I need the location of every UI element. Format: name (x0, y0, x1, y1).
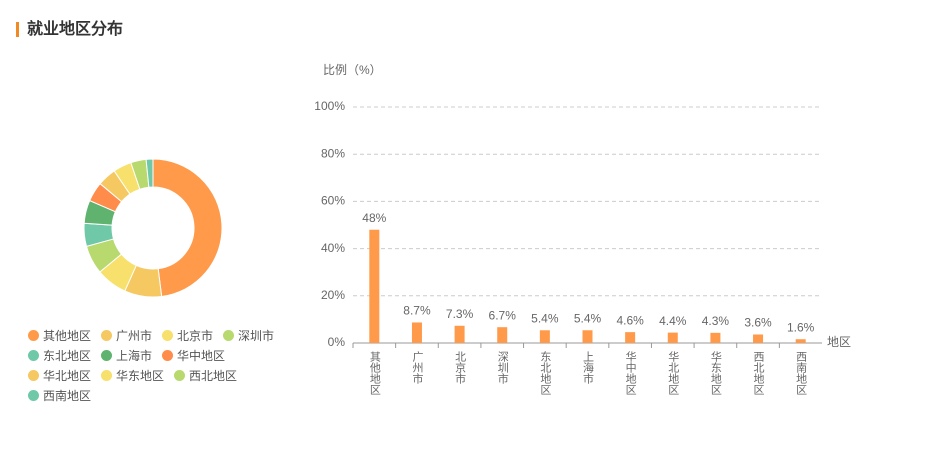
value-label: 5.4% (574, 311, 602, 325)
legend-label: 华北地区 (43, 368, 92, 383)
legend-swatch (28, 349, 39, 361)
legend-item: 西南地区 (28, 385, 91, 405)
bar (625, 332, 636, 343)
bar (454, 325, 465, 343)
legend-item: 华东地区 (101, 365, 164, 385)
value-label: 4.4% (659, 314, 687, 328)
y-tick-label: 40% (321, 241, 345, 255)
legend: 其他地区 广州市 北京市 深圳市东北地区 上海市 华中地区华北地区 华东地区 西北地区西南地区 (28, 325, 298, 405)
bar (710, 332, 721, 343)
legend-swatch (162, 349, 174, 361)
y-tick-label: 20% (321, 288, 345, 302)
legend-item: 广州市 (101, 325, 152, 345)
value-label: 8.7% (403, 304, 431, 318)
legend-label: 东北地区 (43, 348, 92, 363)
bar (582, 330, 593, 343)
x-tick-label: 北京市 (454, 351, 467, 385)
legend-swatch (28, 369, 39, 381)
legend-label: 华东地区 (116, 368, 165, 383)
legend-swatch (28, 329, 39, 341)
x-tick-label: 华东地区 (709, 350, 722, 395)
value-label: 1.6% (787, 320, 815, 334)
value-label: 7.3% (446, 307, 474, 321)
legend-item: 西北地区 (174, 365, 237, 385)
donut-slice (152, 158, 223, 298)
y-axis-label: 比例（%） (323, 63, 382, 77)
value-label: 4.3% (702, 314, 730, 328)
x-tick-label: 上海市 (582, 351, 595, 385)
legend-label: 上海市 (116, 348, 153, 363)
bar (795, 339, 806, 343)
legend-swatch (174, 369, 186, 381)
legend-item: 其他地区 (28, 325, 91, 345)
legend-swatch (101, 329, 113, 341)
y-tick-label: 100% (314, 99, 345, 113)
x-tick-label: 西北地区 (752, 351, 765, 395)
legend-swatch (223, 329, 235, 341)
legend-label: 深圳市 (238, 328, 275, 343)
bar (497, 327, 508, 343)
legend-item: 上海市 (101, 345, 152, 365)
legend-item: 深圳市 (223, 325, 274, 345)
legend-label: 北京市 (177, 328, 214, 343)
legend-label: 西南地区 (43, 388, 92, 403)
bar (539, 330, 550, 343)
x-tick-label: 深圳市 (496, 351, 509, 385)
x-tick-label: 其他地区 (368, 351, 381, 395)
legend-swatch (101, 369, 113, 381)
legend-label: 华中地区 (177, 348, 226, 363)
bar (369, 229, 380, 343)
bar (411, 322, 422, 343)
x-axis-label: 地区 (827, 335, 851, 349)
legend-item: 华中地区 (162, 345, 225, 365)
bar (753, 334, 764, 343)
x-tick-label: 华北地区 (667, 350, 680, 395)
legend-swatch (162, 329, 174, 341)
legend-item: 东北地区 (28, 345, 91, 365)
legend-label: 其他地区 (43, 328, 92, 343)
value-label: 48% (362, 211, 386, 225)
legend-label: 西北地区 (189, 368, 238, 383)
legend-swatch (101, 349, 113, 361)
donut-slice (145, 158, 154, 188)
page-title: 就业地区分布 (27, 19, 123, 38)
y-tick-label: 0% (328, 335, 346, 349)
y-tick-label: 80% (321, 146, 345, 160)
x-tick-label: 东北地区 (539, 351, 552, 395)
title-accent (16, 22, 19, 37)
x-tick-label: 广州市 (411, 351, 424, 385)
x-tick-label: 西南地区 (795, 351, 808, 395)
value-label: 4.6% (616, 313, 644, 327)
x-tick-label: 华中地区 (624, 350, 637, 395)
legend-item: 华北地区 (28, 365, 91, 385)
value-label: 5.4% (531, 311, 559, 325)
legend-item: 北京市 (162, 325, 213, 345)
bar (667, 332, 678, 343)
legend-swatch (28, 389, 39, 401)
value-label: 3.6% (744, 316, 772, 330)
legend-label: 广州市 (116, 328, 153, 343)
y-tick-label: 60% (321, 194, 345, 208)
value-label: 6.7% (489, 308, 517, 322)
